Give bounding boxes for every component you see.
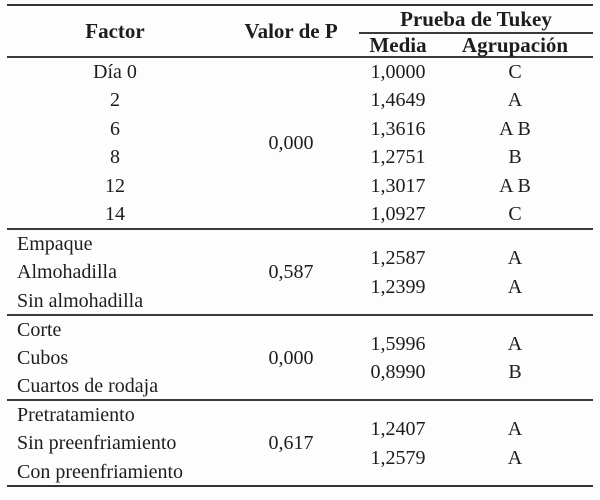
p-value: 0,000 [268, 131, 314, 154]
table-header: Factor Valor de P Prueba de Tukey Media … [7, 4, 593, 58]
factor-label: Cuartos de rodaja [17, 375, 159, 398]
agrupacion-value: B [508, 361, 522, 384]
agrupacion-value: C [508, 202, 522, 225]
media-value: 0,8990 [370, 361, 426, 384]
agrupacion-value: A B [499, 117, 531, 140]
agrupacion-value: A [507, 418, 523, 441]
factor-label: 14 [105, 202, 125, 225]
factor-label: Sin preenfriamiento [17, 432, 177, 455]
tukey-results-table: Factor Valor de P Prueba de Tukey Media … [7, 4, 593, 487]
factor-label: Almohadilla [17, 261, 117, 284]
media-value: 1,0927 [370, 202, 426, 225]
header-factor: Factor [85, 18, 145, 43]
factor-cell: Día 0 2 6 8 12 14 [7, 58, 223, 228]
factor-label: Sin almohadilla [17, 289, 144, 312]
p-value: 0,587 [268, 261, 314, 284]
agrupacion-value: A [507, 275, 523, 298]
media-value: 1,0000 [370, 61, 426, 83]
section-empaque: Empaque Almohadilla Sin almohadilla 0,58… [7, 230, 593, 316]
factor-label: Empaque [17, 233, 93, 255]
media-value: 1,3017 [370, 174, 426, 197]
media-value: 1,4649 [370, 89, 426, 112]
media-value: 1,2399 [370, 275, 426, 298]
media-value: 1,2407 [370, 418, 426, 441]
header-media: Media [369, 32, 427, 57]
media-cell: 1,0000 1,4649 1,3616 1,2751 1,3017 1,092… [359, 58, 437, 228]
factor-label: Día 0 [93, 61, 137, 83]
section-corte: Corte Cubos Cuartos de rodaja 0,000 1,59… [7, 316, 593, 401]
agrupacion-value: A [507, 446, 523, 469]
factor-label: 12 [105, 174, 125, 197]
factor-cell: Pretratamiento Sin preenfriamiento Con p… [7, 401, 223, 486]
agrupacion-value: A B [499, 174, 531, 197]
header-agrupacion: Agrupación [461, 32, 569, 57]
media-value: 1,3616 [370, 117, 426, 140]
p-value: 0,617 [268, 432, 314, 455]
media-value: 1,2579 [370, 446, 426, 469]
section-pretratamiento: Pretratamiento Sin preenfriamiento Con p… [7, 401, 593, 487]
section-dias: Día 0 2 6 8 12 14 0,000 1,0000 1,4649 1,… [7, 58, 593, 230]
header-prueba-de-tukey: Prueba de Tukey [359, 6, 593, 34]
media-cell: 1,2587 1,2399 [359, 230, 437, 315]
factor-label: 8 [110, 146, 120, 169]
media-value: 1,2587 [370, 247, 426, 270]
agrupacion-value: A [507, 89, 523, 112]
agrupacion-cell: A B [437, 316, 593, 401]
agrupacion-cell: A A [437, 401, 593, 486]
agrupacion-value: A [507, 332, 523, 355]
media-cell: 1,2407 1,2579 [359, 401, 437, 486]
agrupacion-value: B [508, 146, 522, 169]
agrupacion-value: C [508, 61, 522, 83]
factor-label: 2 [110, 89, 120, 112]
header-valor-de-p: Valor de P [244, 18, 338, 43]
factor-label: Pretratamiento [17, 404, 135, 426]
agrupacion-cell: C A A B B A B C [437, 58, 593, 228]
factor-cell: Corte Cubos Cuartos de rodaja [7, 316, 223, 401]
factor-cell: Empaque Almohadilla Sin almohadilla [7, 230, 223, 315]
factor-label: 6 [110, 117, 120, 140]
factor-label: Con preenfriamiento [17, 460, 184, 483]
factor-label: Corte [17, 318, 62, 341]
p-value: 0,000 [268, 346, 314, 369]
media-value: 1,2751 [370, 146, 426, 169]
agrupacion-cell: A A [437, 230, 593, 315]
media-cell: 1,5996 0,8990 [359, 316, 437, 401]
agrupacion-value: A [507, 247, 523, 270]
factor-label: Cubos [17, 346, 69, 369]
media-value: 1,5996 [370, 332, 426, 355]
